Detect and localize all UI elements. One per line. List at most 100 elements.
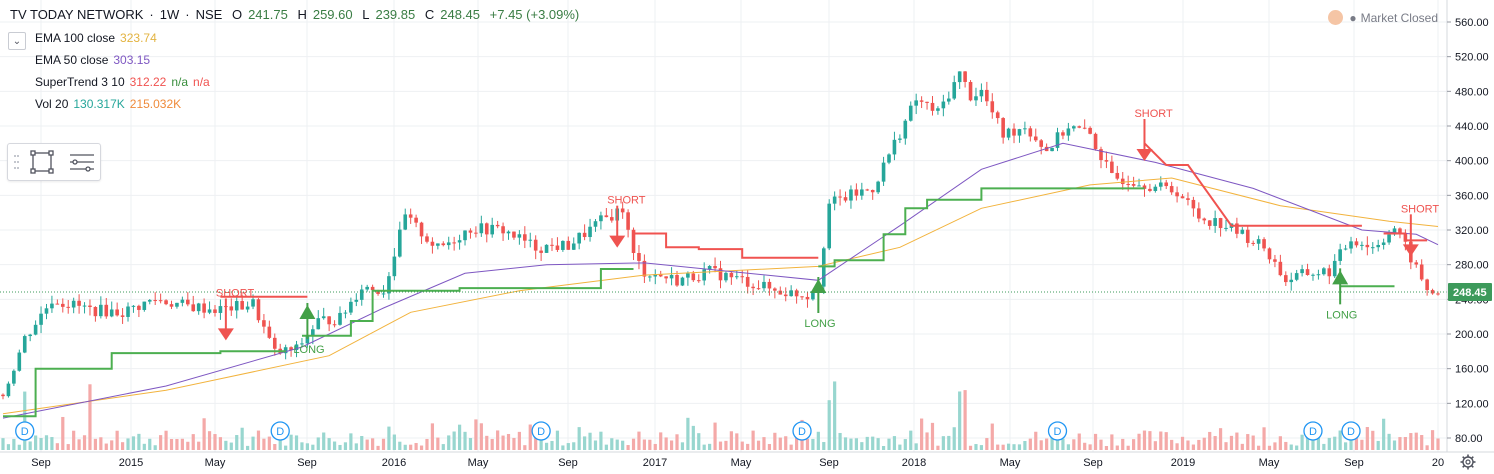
candle [169,304,174,307]
volume-bar [583,436,587,450]
candle [153,300,157,302]
candle [952,82,957,99]
candle [452,242,456,244]
volume-bar [61,416,65,450]
candle [430,241,435,246]
candle [202,303,206,313]
volume-bar [920,418,924,450]
volume-bar [338,444,342,450]
indicator-row[interactable]: Vol 20 130.317K 215.032K [35,97,181,111]
candle [1028,128,1033,137]
candle [865,189,870,191]
volume-bar [735,433,739,450]
volume-bar [604,444,608,450]
volume-bar [925,432,929,450]
volume-bar [148,438,152,450]
candle [1197,208,1201,219]
candle [702,269,706,281]
candle [1294,273,1299,280]
volume-bar [767,444,772,450]
candle [773,288,777,291]
candle [887,154,891,163]
candle [533,239,538,251]
volume-bar [371,438,375,450]
candle [463,230,467,241]
volume-bar [996,444,1000,450]
time-tick-label: May [468,457,489,469]
dividend-marker[interactable] [270,421,290,441]
long-signal-label: LONG [804,318,835,330]
volume-bar [1327,437,1331,450]
candle [974,96,978,101]
indicator-row[interactable]: SuperTrend 3 10 312.22 n/a n/a [35,75,210,89]
volume-bar [626,445,630,450]
candle [1278,261,1283,276]
volume-bar [1197,439,1201,450]
candle [561,240,565,250]
candle [1017,129,1022,136]
volume-bar [1311,431,1315,450]
indicator-value: n/a [193,75,210,89]
collapse-legend-button[interactable]: ⌄ [8,32,26,50]
volume-bar [724,440,728,450]
volume-bar [1300,434,1304,450]
candle [1430,290,1435,294]
dividend-marker[interactable] [15,421,35,441]
volume-bar [1218,428,1223,450]
market-status-icon [1328,10,1344,25]
price-badge [1448,283,1492,302]
volume-bar [1392,440,1397,450]
indicator-value: 215.032K [129,97,182,111]
indicator-row[interactable]: EMA 50 close 303.15 [35,53,150,67]
symbol-name[interactable]: TV TODAY NETWORK [10,7,144,22]
indicator-row[interactable]: EMA 100 close 323.74 [35,31,157,45]
dividend-marker[interactable] [792,421,812,441]
dividend-marker[interactable] [1047,421,1068,441]
volume-bar [55,443,59,450]
settings-gear-icon[interactable] [1460,454,1476,470]
settings-lines-icon[interactable] [70,154,94,172]
candle [44,308,49,314]
candle [740,276,745,278]
exchange-label: NSE [195,7,223,22]
volume-bar [1072,439,1076,450]
candle [186,299,190,305]
candle [93,306,98,317]
dividend-marker[interactable] [531,421,551,441]
volume-bar [664,437,668,450]
market-status[interactable]: ● Market Closed [1328,10,1438,25]
volume-bar [1017,444,1022,450]
rectangle-tool-icon[interactable] [30,150,54,174]
change-value: +7.45 (+3.09%) [489,7,580,22]
volume-bar [1001,444,1005,450]
supertrend-line [1143,142,1362,227]
dividend-marker[interactable] [1341,421,1361,441]
volume-bar [463,431,467,450]
candle [316,318,321,330]
candle [419,222,424,237]
interval-label[interactable]: 1W [159,7,180,22]
volume-bar [77,439,81,450]
volume-bar [218,437,223,450]
volume-bar [642,439,647,450]
volume-bar [436,437,440,450]
candle [256,299,261,321]
time-tick-label: May [205,457,226,469]
candle [1180,196,1185,199]
candle [751,286,755,289]
volume-bar [381,438,386,450]
volume-bar [34,435,38,450]
candle [1322,268,1326,275]
candle [794,290,799,297]
candle [544,244,549,253]
volume-bar [1099,439,1103,450]
candle [729,272,734,278]
volume-bar [930,422,935,450]
volume-bar [680,442,685,450]
candle [1327,268,1332,277]
dividend-marker[interactable] [1303,421,1323,441]
volume-bar [104,443,108,450]
candle [925,101,929,103]
drawing-toolbox[interactable] [7,143,101,181]
